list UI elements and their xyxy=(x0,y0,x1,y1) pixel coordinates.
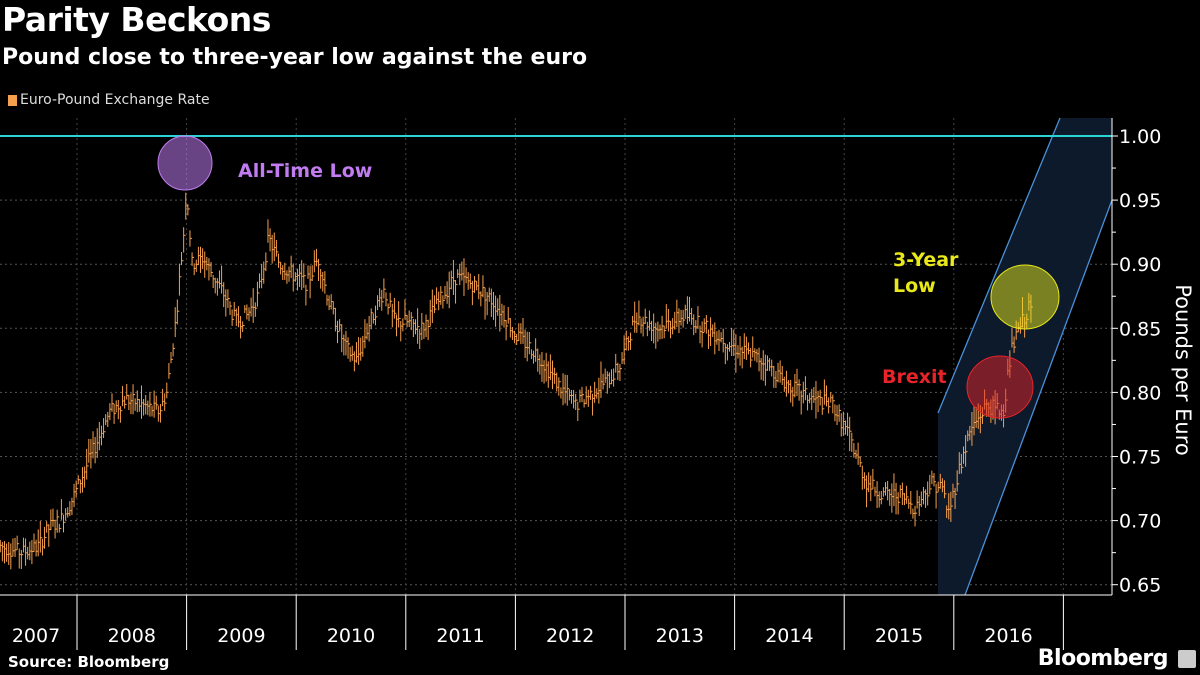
y-tick-label: 0.75 xyxy=(1119,447,1161,469)
y-tick-label: 0.95 xyxy=(1119,190,1161,212)
all-time-low-label: All-Time Low xyxy=(238,160,372,182)
y-tick-label: 1.00 xyxy=(1119,126,1161,148)
legend: Euro-Pound Exchange Rate xyxy=(8,92,210,108)
legend-label: Euro-Pound Exchange Rate xyxy=(20,92,210,108)
x-tick-label: 2007 xyxy=(12,625,60,647)
x-tick-label: 2009 xyxy=(217,625,265,647)
y-axis-label: Pounds per Euro xyxy=(1171,284,1195,456)
three-year-low-label-line2: Low xyxy=(893,275,936,297)
x-tick-label: 2016 xyxy=(984,625,1032,647)
x-tick-label: 2010 xyxy=(327,625,375,647)
x-tick-label: 2013 xyxy=(656,625,704,647)
all-time-low-circle xyxy=(157,135,213,191)
y-tick-label: 0.90 xyxy=(1119,254,1161,276)
y-tick-label: 0.65 xyxy=(1119,575,1161,597)
chart-title: Parity Beckons xyxy=(2,0,271,39)
y-tick-label: 0.80 xyxy=(1119,382,1161,404)
trend-channel xyxy=(938,118,1112,595)
brexit-label: Brexit xyxy=(882,366,947,388)
legend-swatch xyxy=(8,94,17,106)
bloomberg-icon xyxy=(1178,650,1196,668)
x-tick-label: 2008 xyxy=(108,625,156,647)
chart-subtitle: Pound close to three-year low against th… xyxy=(2,45,588,70)
x-tick-label: 2014 xyxy=(765,625,813,647)
channel-lower-line xyxy=(964,199,1113,596)
y-tick-label: 0.85 xyxy=(1119,318,1161,340)
x-tick-label: 2015 xyxy=(875,625,923,647)
source-note: Source: Bloomberg xyxy=(8,653,170,671)
y-tick-label: 0.70 xyxy=(1119,511,1161,533)
brexit-circle xyxy=(966,355,1034,419)
three-year-low-label-line1: 3-Year xyxy=(893,249,959,271)
x-tick-label: 2011 xyxy=(436,625,484,647)
x-tick-label: 2012 xyxy=(546,625,594,647)
bloomberg-logo: Bloomberg xyxy=(1037,646,1169,671)
channel-upper-line xyxy=(937,117,1061,414)
three-year-low-circle xyxy=(990,264,1060,330)
